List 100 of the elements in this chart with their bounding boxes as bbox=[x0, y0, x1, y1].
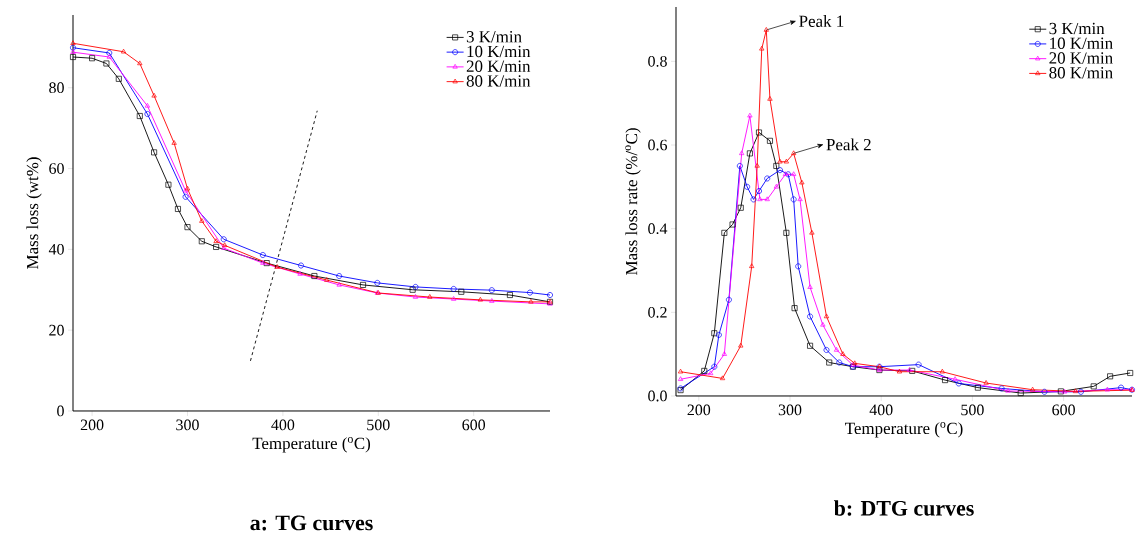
point bbox=[754, 162, 760, 168]
point bbox=[773, 183, 779, 189]
point bbox=[777, 158, 783, 164]
y-axis-title: Mass loss (wt%) bbox=[26, 157, 42, 269]
point bbox=[324, 277, 330, 282]
point bbox=[1107, 373, 1114, 380]
point bbox=[199, 218, 205, 223]
point bbox=[711, 363, 718, 370]
point bbox=[297, 271, 303, 276]
point bbox=[739, 150, 745, 156]
point bbox=[701, 367, 708, 374]
legend-label: 80 K/min bbox=[466, 75, 531, 87]
point bbox=[807, 313, 814, 320]
point bbox=[1072, 388, 1079, 394]
point bbox=[783, 158, 789, 164]
point bbox=[144, 102, 151, 108]
legend-label: 20 K/min bbox=[466, 60, 531, 72]
legend-label: 10 K/min bbox=[467, 45, 531, 58]
point bbox=[144, 111, 151, 117]
point bbox=[767, 96, 773, 101]
point bbox=[165, 181, 172, 188]
point bbox=[451, 296, 457, 301]
x-tick-label: 400 bbox=[271, 419, 295, 431]
point bbox=[952, 376, 958, 381]
legend-label: 3 K/min bbox=[1049, 22, 1105, 35]
point bbox=[750, 196, 757, 203]
point bbox=[182, 193, 189, 200]
point bbox=[756, 188, 762, 194]
point bbox=[137, 60, 143, 66]
point bbox=[746, 150, 753, 157]
x-tick-label: 300 bbox=[778, 404, 802, 416]
y-tick-label: 0.6 bbox=[648, 139, 668, 151]
point bbox=[1017, 390, 1024, 396]
point bbox=[744, 183, 751, 190]
point bbox=[1030, 386, 1036, 392]
point bbox=[833, 347, 840, 352]
point bbox=[260, 260, 266, 265]
point bbox=[374, 279, 381, 286]
point bbox=[820, 321, 826, 327]
point bbox=[836, 359, 843, 366]
point bbox=[412, 294, 419, 299]
point bbox=[773, 162, 780, 169]
point bbox=[298, 262, 304, 269]
point bbox=[756, 129, 762, 136]
point bbox=[1005, 388, 1011, 393]
point bbox=[795, 263, 802, 270]
point bbox=[764, 196, 770, 202]
x-axis-title: Temperature ($^{o}$C) bbox=[845, 422, 963, 438]
point bbox=[213, 238, 219, 243]
x-tick-label: 200 bbox=[80, 419, 104, 431]
x-tick-label: 600 bbox=[462, 419, 486, 431]
point bbox=[151, 149, 158, 156]
point bbox=[489, 298, 495, 303]
point bbox=[736, 162, 743, 169]
point bbox=[1127, 370, 1134, 376]
point bbox=[915, 361, 922, 368]
point bbox=[171, 140, 177, 145]
point bbox=[757, 196, 763, 202]
point bbox=[759, 45, 765, 51]
point bbox=[136, 113, 143, 119]
point bbox=[106, 50, 113, 56]
x-tick-label: 400 bbox=[869, 404, 893, 416]
point bbox=[711, 330, 718, 337]
point bbox=[715, 331, 722, 338]
point bbox=[790, 196, 797, 203]
point bbox=[1057, 388, 1064, 395]
point bbox=[1118, 384, 1124, 391]
point bbox=[120, 48, 127, 54]
point bbox=[70, 54, 76, 60]
point bbox=[151, 92, 157, 98]
y-tick-label: 40 bbox=[48, 243, 64, 255]
point bbox=[721, 229, 728, 236]
point bbox=[791, 305, 798, 312]
text: a: TG curves bbox=[250, 515, 373, 531]
point bbox=[791, 171, 797, 176]
point bbox=[220, 236, 227, 243]
point bbox=[998, 385, 1005, 392]
point bbox=[747, 112, 753, 118]
x-tick-label: 300 bbox=[176, 419, 199, 431]
y-tick-label: 0.0 bbox=[648, 390, 667, 402]
y-tick-label: 0 bbox=[57, 405, 64, 417]
point bbox=[939, 368, 945, 374]
point bbox=[360, 281, 366, 288]
point bbox=[974, 384, 981, 391]
point bbox=[528, 298, 534, 304]
point bbox=[799, 179, 805, 185]
point bbox=[725, 296, 732, 303]
text: b: DTG curves bbox=[833, 500, 974, 516]
point bbox=[427, 294, 433, 299]
point bbox=[767, 137, 773, 144]
point bbox=[729, 221, 736, 228]
point bbox=[274, 264, 280, 269]
point bbox=[791, 150, 797, 156]
y-tick-label: 0.4 bbox=[648, 223, 668, 235]
point bbox=[777, 167, 783, 174]
point bbox=[263, 260, 270, 267]
x-axis-title: Temperature ($^{o}$C) bbox=[252, 437, 371, 453]
point bbox=[708, 370, 714, 376]
y-tick-label: 0.8 bbox=[648, 55, 667, 67]
y-tick-label: 20 bbox=[49, 324, 64, 336]
